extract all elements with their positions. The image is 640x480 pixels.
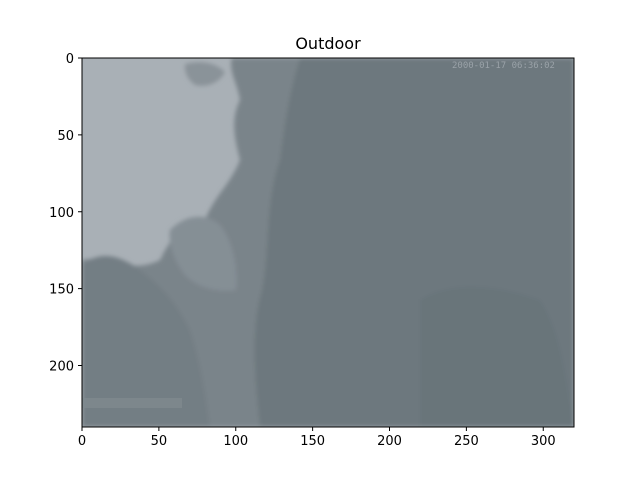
y-tick-label: 0 [66, 52, 74, 67]
x-tick-label: 250 [454, 434, 479, 449]
y-tick-label: 200 [49, 360, 74, 375]
plot-title: Outdoor [295, 34, 361, 53]
fence-rail [82, 398, 182, 408]
x-tick-label: 300 [531, 434, 556, 449]
axes-frame [81, 57, 575, 428]
x-tick-label: 100 [223, 434, 248, 449]
x-axis: 0 50 100 150 200 250 300 [78, 427, 556, 449]
tree-foliage [82, 58, 574, 427]
y-tick-label: 100 [49, 206, 74, 221]
x-tick-label: 50 [151, 434, 168, 449]
x-tick-label: 0 [78, 434, 86, 449]
y-tick-label: 50 [57, 129, 74, 144]
x-tick-label: 200 [377, 434, 402, 449]
camera-timestamp: 2000-01-17 06:36:02 [452, 61, 555, 71]
y-tick-label: 150 [49, 283, 74, 298]
x-tick-label: 150 [300, 434, 325, 449]
y-axis: 0 50 100 150 200 [49, 52, 82, 375]
outdoor-photo: 2000-01-17 06:36:02 [82, 58, 574, 427]
